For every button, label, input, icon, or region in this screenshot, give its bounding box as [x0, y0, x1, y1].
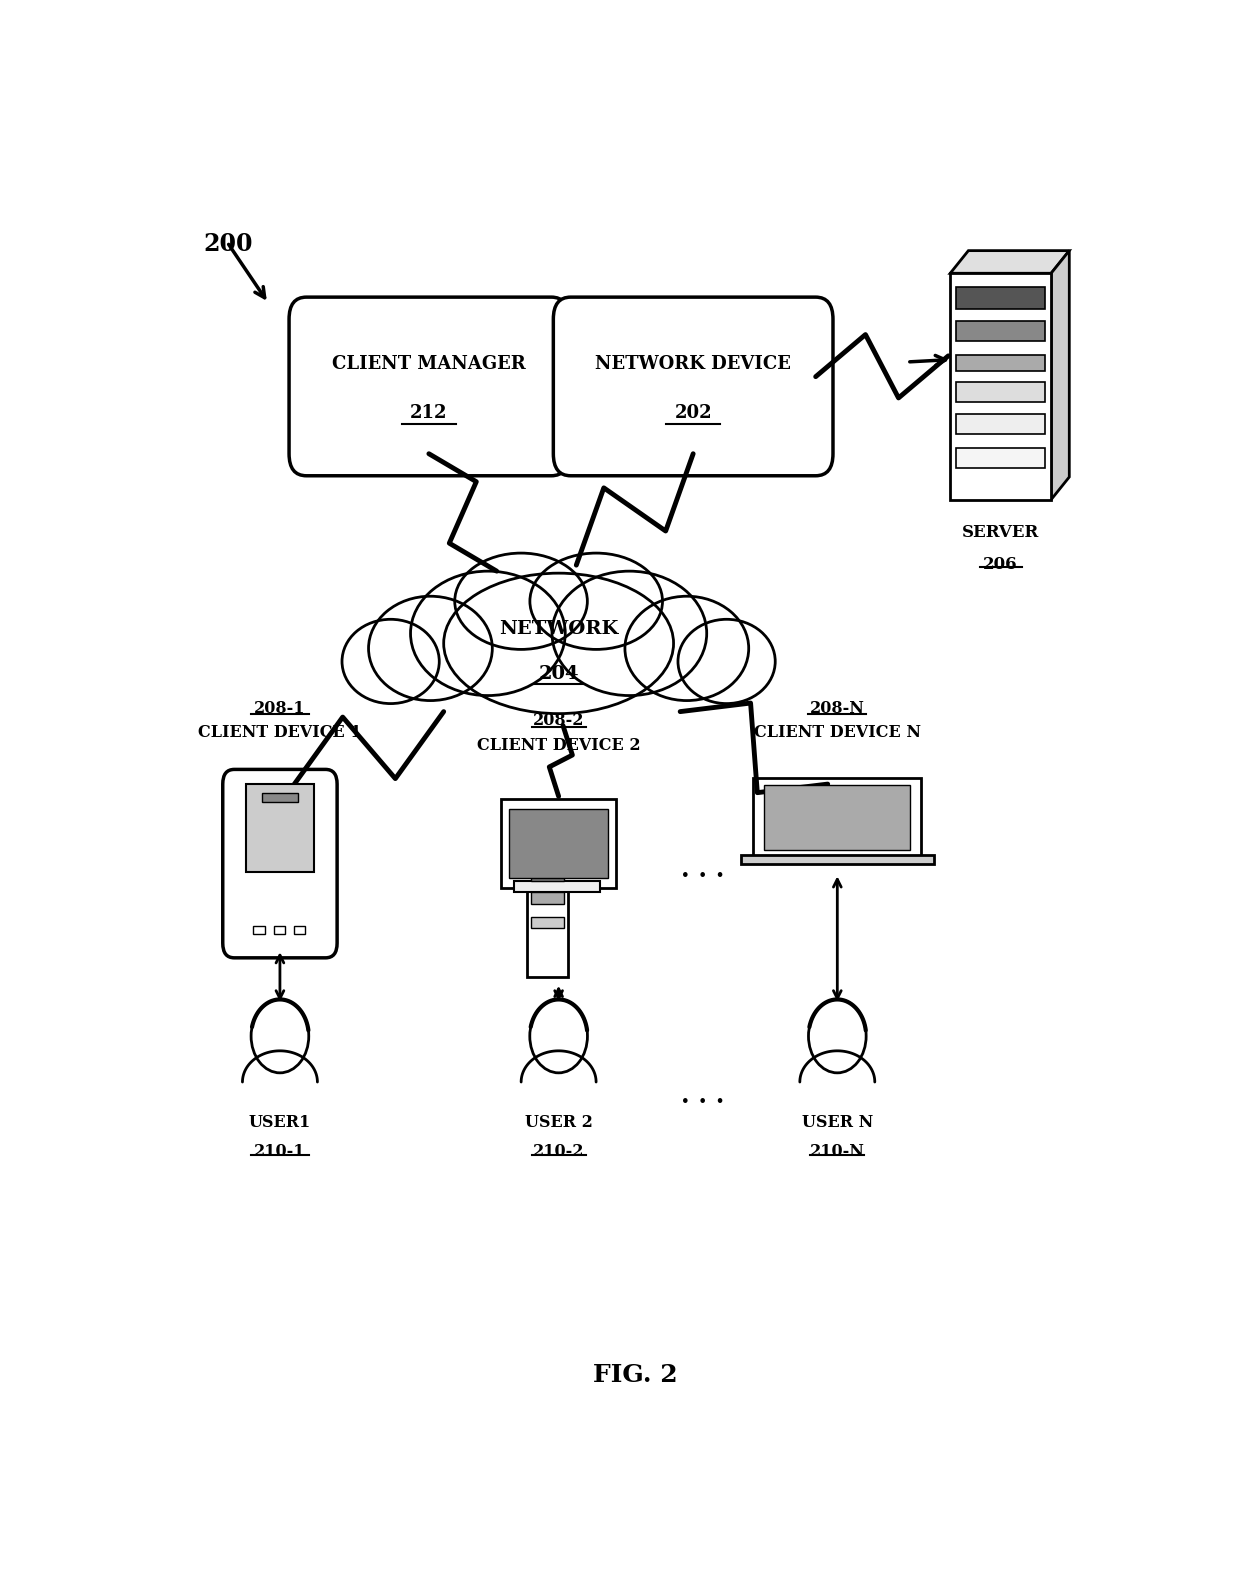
- Ellipse shape: [368, 596, 492, 701]
- Circle shape: [808, 999, 866, 1073]
- Bar: [950, 273, 1052, 499]
- Ellipse shape: [410, 570, 565, 696]
- Text: CLIENT DEVICE 1: CLIENT DEVICE 1: [198, 725, 362, 740]
- Bar: [956, 381, 1045, 402]
- Text: . . .: . . .: [681, 1084, 724, 1108]
- Bar: [956, 413, 1045, 434]
- Bar: [956, 288, 1045, 310]
- Ellipse shape: [342, 620, 439, 704]
- FancyBboxPatch shape: [289, 297, 569, 475]
- Bar: [253, 926, 265, 934]
- Ellipse shape: [552, 570, 707, 696]
- Bar: [247, 783, 314, 872]
- Bar: [740, 855, 934, 864]
- Text: . . .: . . .: [681, 858, 724, 882]
- Bar: [527, 849, 568, 977]
- Text: 208-N: 208-N: [810, 699, 864, 717]
- Polygon shape: [800, 1050, 874, 1082]
- FancyBboxPatch shape: [223, 769, 337, 958]
- Bar: [764, 785, 910, 850]
- Ellipse shape: [444, 574, 673, 713]
- Text: USER 2: USER 2: [525, 1114, 593, 1131]
- FancyBboxPatch shape: [553, 297, 833, 475]
- Text: 204: 204: [538, 664, 579, 683]
- Bar: [501, 799, 616, 888]
- Text: 202: 202: [675, 404, 712, 423]
- Bar: [510, 809, 608, 879]
- Text: 200: 200: [203, 232, 253, 256]
- Polygon shape: [521, 1050, 596, 1082]
- Bar: [274, 926, 285, 934]
- Ellipse shape: [455, 553, 588, 650]
- Text: 206: 206: [983, 556, 1018, 574]
- Text: 210-N: 210-N: [810, 1142, 864, 1160]
- Text: CLIENT DEVICE N: CLIENT DEVICE N: [754, 725, 921, 740]
- Bar: [956, 354, 1045, 370]
- Bar: [956, 448, 1045, 467]
- Text: USER1: USER1: [249, 1114, 311, 1131]
- Ellipse shape: [387, 580, 730, 694]
- Polygon shape: [243, 1050, 317, 1082]
- Text: CLIENT DEVICE 2: CLIENT DEVICE 2: [477, 737, 640, 753]
- Bar: [531, 893, 564, 904]
- Bar: [515, 880, 600, 891]
- Text: 208-2: 208-2: [533, 712, 584, 729]
- Bar: [294, 926, 305, 934]
- Text: CLIENT MANAGER: CLIENT MANAGER: [332, 356, 526, 373]
- Text: 210-2: 210-2: [533, 1142, 584, 1160]
- Text: NETWORK: NETWORK: [498, 620, 619, 637]
- Ellipse shape: [529, 553, 662, 650]
- Text: 210-1: 210-1: [254, 1142, 306, 1160]
- Text: 208-1: 208-1: [254, 699, 306, 717]
- Polygon shape: [1052, 251, 1069, 499]
- Ellipse shape: [625, 596, 749, 701]
- Text: NETWORK DEVICE: NETWORK DEVICE: [595, 356, 791, 373]
- Text: FIG. 2: FIG. 2: [593, 1363, 678, 1387]
- Circle shape: [250, 999, 309, 1073]
- Text: SERVER: SERVER: [962, 524, 1039, 542]
- Bar: [262, 793, 298, 801]
- Circle shape: [529, 999, 588, 1073]
- Bar: [531, 917, 564, 928]
- Text: USER N: USER N: [802, 1114, 873, 1131]
- Bar: [531, 868, 564, 880]
- Polygon shape: [950, 251, 1069, 273]
- Bar: [956, 321, 1045, 342]
- Bar: [753, 777, 921, 856]
- Ellipse shape: [678, 620, 775, 704]
- Text: 212: 212: [410, 404, 448, 423]
